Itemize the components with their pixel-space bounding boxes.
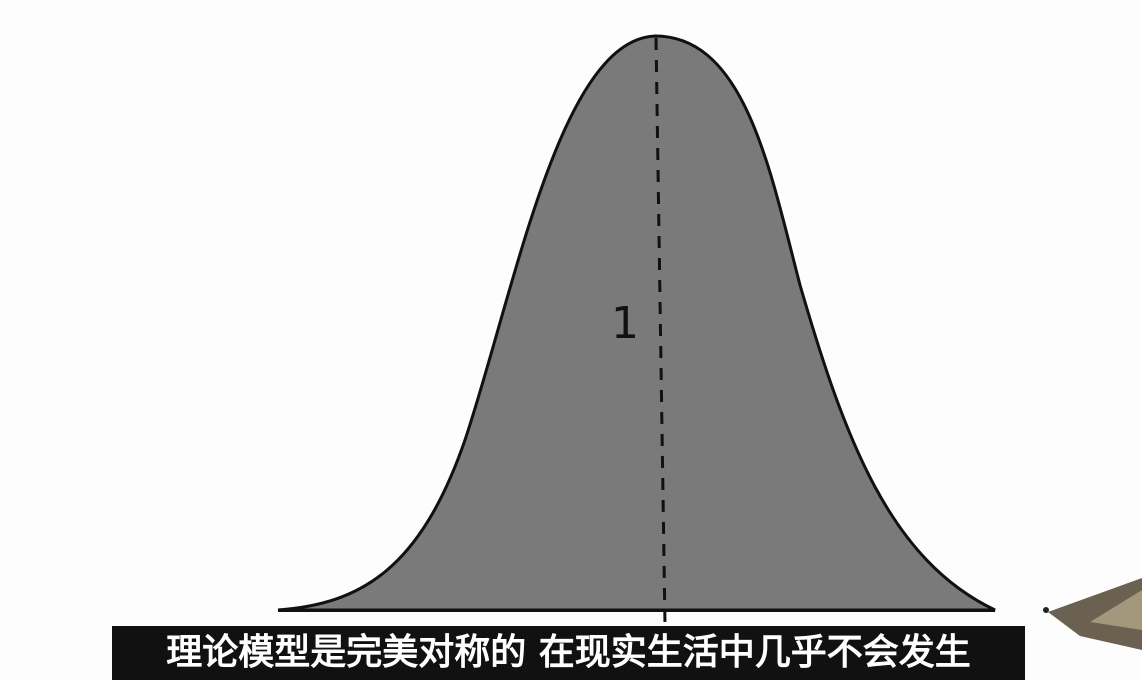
center-dashed-line	[654, 37, 667, 626]
bell-curve	[277, 34, 996, 612]
peak-label: 1	[611, 298, 639, 349]
subtitle: 理论模型是完美对称的 在现实生活中几乎不会发生	[112, 626, 1025, 680]
pen	[1043, 578, 1142, 650]
